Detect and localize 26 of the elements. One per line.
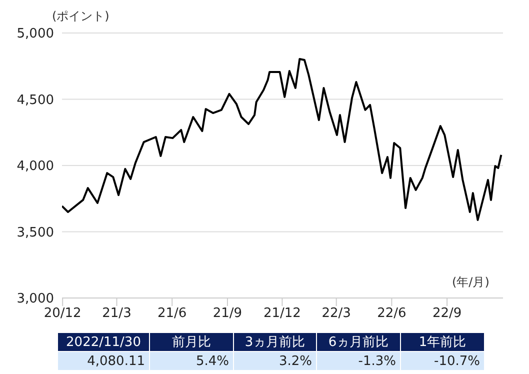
x-tick-label: 21/9 xyxy=(212,306,242,322)
x-axis-title: (年/月) xyxy=(452,274,490,291)
x-tick-label: 21/6 xyxy=(158,306,187,322)
y-axis-title: (ポイント) xyxy=(52,8,110,25)
text: 前月比 xyxy=(150,332,234,352)
text: 6ヵ月前比 xyxy=(316,332,400,352)
text: 4,080.11 xyxy=(58,352,150,370)
text: 3ヵ月前比 xyxy=(234,332,316,352)
x-tick-label: 22/6 xyxy=(377,306,406,322)
text: -1.3% xyxy=(316,352,400,370)
text: 1年前比 xyxy=(400,332,484,352)
x-tick-label: 22/3 xyxy=(322,306,351,322)
x-tick-label: 22/9 xyxy=(432,306,462,322)
y-tick-label: 3,000 xyxy=(16,292,54,307)
line-series xyxy=(62,58,502,221)
y-tick-label: 4,000 xyxy=(16,159,54,174)
text: 3.2% xyxy=(234,352,316,370)
text: 5.4% xyxy=(150,352,234,370)
text: -10.7% xyxy=(400,352,484,370)
text: 2022/11/30 xyxy=(58,332,150,352)
y-tick-label: 3,500 xyxy=(16,225,54,240)
x-tick-label: 21/3 xyxy=(102,306,132,322)
y-tick-label: 5,000 xyxy=(16,26,54,42)
y-tick-label: 4,500 xyxy=(16,92,54,108)
x-tick-label: 21/12 xyxy=(263,306,301,322)
x-tick-label: 20/12 xyxy=(44,306,82,322)
